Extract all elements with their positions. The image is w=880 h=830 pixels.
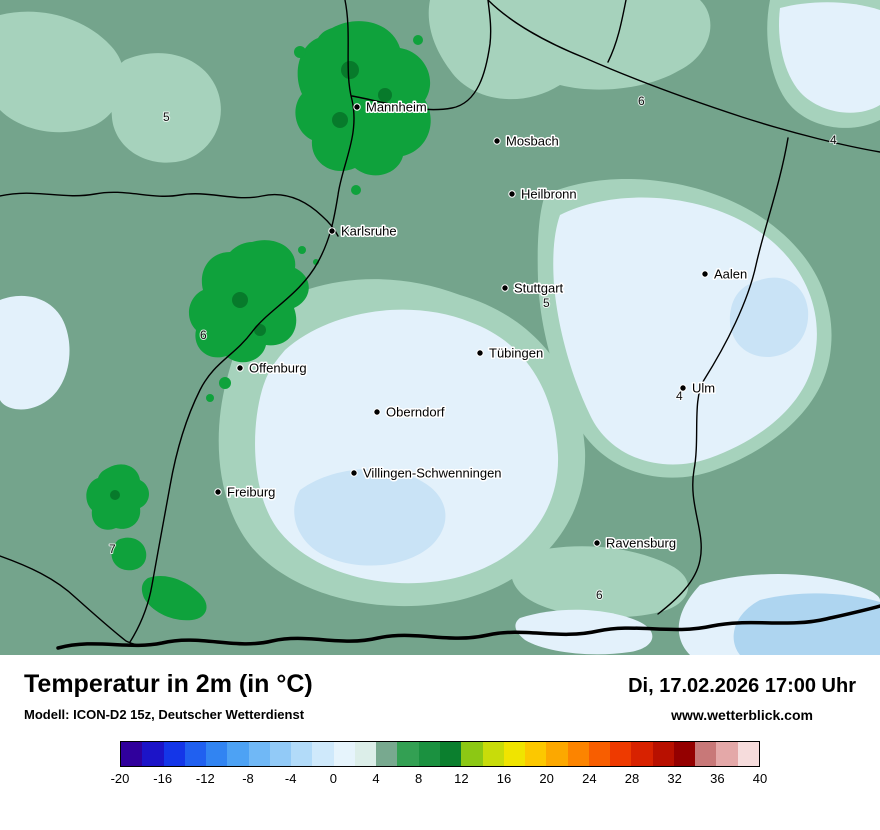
legend-tick-label: 16	[496, 771, 512, 786]
legend-segment	[588, 742, 611, 766]
city-dot	[328, 227, 336, 235]
legend-segment	[354, 742, 377, 766]
legend-tick-label: 40	[752, 771, 768, 786]
legend-segment	[206, 742, 228, 766]
city-label: Stuttgart	[514, 281, 564, 296]
city-label: Freiburg	[227, 485, 275, 500]
legend-segment	[163, 742, 185, 766]
legend-tick-label: 36	[710, 771, 725, 786]
panel-left: Temperatur in 2m (in °C) Modell: ICON-D2…	[24, 670, 313, 722]
legend-segment	[312, 742, 334, 766]
legend-ticks: -20 -16 -12 -8 -4 0 4 8 12 16 20 24 28 32 36 40	[111, 771, 768, 789]
map-svg: 5 6 4 6 5 4 7 6 Mannheim Mosbach Heilbronn Karlsru…	[0, 0, 880, 655]
legend-segment	[397, 742, 419, 766]
legend-tick-label: 24	[582, 771, 597, 786]
legend-tick-label: 20	[539, 771, 554, 786]
model-info: Modell: ICON-D2 15z, Deutscher Wetterdie…	[24, 706, 305, 722]
legend-segment	[567, 742, 589, 766]
legend-tick-label: -20	[110, 771, 130, 786]
legend-tick-label: -8	[242, 771, 254, 786]
legend-tick-label: 8	[415, 771, 423, 786]
temp-label-layer: 5 6 4 6 5 4 7 6	[108, 93, 838, 603]
weather-map: 5 6 4 6 5 4 7 6 Mannheim Mosbach Heilbronn Karlsru…	[0, 0, 880, 655]
legend-tick-label: -16	[153, 771, 173, 786]
legend-segment	[503, 742, 526, 766]
legend-segment	[291, 742, 313, 766]
legend-segment	[631, 742, 653, 766]
legend-tick-label: 4	[372, 771, 380, 786]
city-label: Mosbach	[506, 134, 559, 149]
city-dot	[353, 103, 361, 111]
border-lines	[0, 0, 880, 650]
city-dot	[508, 190, 516, 198]
legend-segment	[610, 742, 632, 766]
map-title: Temperatur in 2m (in °C)	[24, 670, 313, 698]
temp-value-label: 7	[109, 542, 116, 556]
datetime-label: Di, 17.02.2026 17:00 Uhr	[628, 675, 856, 697]
legend-segment	[482, 742, 504, 766]
legend-segment	[439, 742, 462, 766]
legend-tick-label: 0	[329, 771, 337, 786]
city-layer: Mannheim Mosbach Heilbronn Karlsruhe Stuttga…	[214, 98, 749, 552]
city-dot	[214, 488, 222, 496]
legend-segment	[737, 742, 759, 766]
temp-value-label: 5	[163, 110, 170, 124]
legend-segment	[695, 742, 717, 766]
temp-value-label: 4	[830, 133, 837, 147]
legend-segment	[227, 742, 249, 766]
city-label: Oberndorf	[386, 405, 445, 420]
legend-segment	[525, 742, 547, 766]
color-scale-legend: -20 -16 -12 -8 -4 0 4 8 12 16 20 24 28 32 36 40	[111, 741, 768, 789]
city-dot	[373, 408, 381, 416]
city-label: Karlsruhe	[341, 224, 397, 239]
city-dot	[493, 137, 501, 145]
legend-segment	[461, 742, 483, 766]
city-dot	[476, 349, 484, 357]
legend-segment	[184, 742, 207, 766]
legend-segment	[418, 742, 440, 766]
legend-tick-label: -12	[195, 771, 215, 786]
legend-tick-label: 32	[667, 771, 682, 786]
city-dot	[350, 469, 358, 477]
temp-value-label: 6	[638, 94, 645, 108]
temperature-field-dark-green	[110, 61, 392, 500]
legend-segment	[333, 742, 355, 766]
panel-right: Di, 17.02.2026 17:00 Uhr www.wetterblick…	[628, 671, 856, 723]
legend-segment	[376, 742, 398, 766]
legend-tick-label: -4	[284, 771, 297, 786]
temperature-field-light-blue	[294, 277, 880, 655]
city-dot	[501, 284, 509, 292]
city-label: Tübingen	[489, 346, 543, 361]
city-label: Offenburg	[249, 361, 307, 376]
legend-tick-label: 12	[454, 771, 469, 786]
city-dot	[679, 384, 687, 392]
city-dot	[593, 539, 601, 547]
legend-segment	[121, 742, 143, 766]
temp-value-label: 5	[543, 296, 550, 310]
city-label: Villingen-Schwenningen	[363, 466, 502, 481]
city-dot	[236, 364, 244, 372]
legend-bar	[120, 741, 760, 767]
city-label: Ulm	[692, 381, 715, 396]
info-panel: Temperatur in 2m (in °C) Modell: ICON-D2…	[0, 655, 880, 830]
legend-segment	[248, 742, 270, 766]
legend-segment	[673, 742, 696, 766]
city-dot	[701, 270, 709, 278]
panel-header: Temperatur in 2m (in °C) Modell: ICON-D2…	[0, 670, 880, 723]
temp-value-label: 6	[596, 588, 603, 602]
temp-value-label: 4	[676, 389, 683, 403]
legend-segment	[652, 742, 674, 766]
website-label: www.wetterblick.com	[671, 707, 813, 723]
legend-segment	[716, 742, 738, 766]
legend-segment	[142, 742, 164, 766]
temp-value-label: 6	[200, 328, 207, 342]
city-label: Ravensburg	[606, 536, 676, 551]
city-label: Heilbronn	[521, 187, 577, 202]
legend-segment	[546, 742, 568, 766]
city-label: Aalen	[714, 267, 747, 282]
legend-tick-label: 28	[624, 771, 640, 786]
city-label: Mannheim	[366, 100, 427, 115]
legend-segment	[269, 742, 292, 766]
